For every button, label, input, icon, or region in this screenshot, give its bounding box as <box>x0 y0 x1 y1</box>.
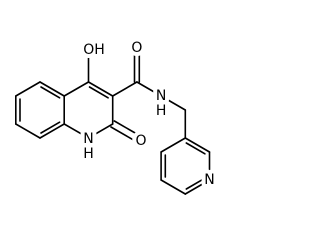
atom-label: O <box>135 133 146 149</box>
atom-label: N <box>204 172 214 188</box>
atom-label: N <box>83 131 93 147</box>
atom-label: N <box>156 88 166 104</box>
atom-label: H <box>156 103 167 119</box>
atom-label: O <box>131 40 142 56</box>
bonds <box>15 53 211 195</box>
molecule: OH O O N H N H N <box>15 40 215 195</box>
atom-label: H <box>83 146 94 162</box>
atom-label: OH <box>83 42 105 58</box>
